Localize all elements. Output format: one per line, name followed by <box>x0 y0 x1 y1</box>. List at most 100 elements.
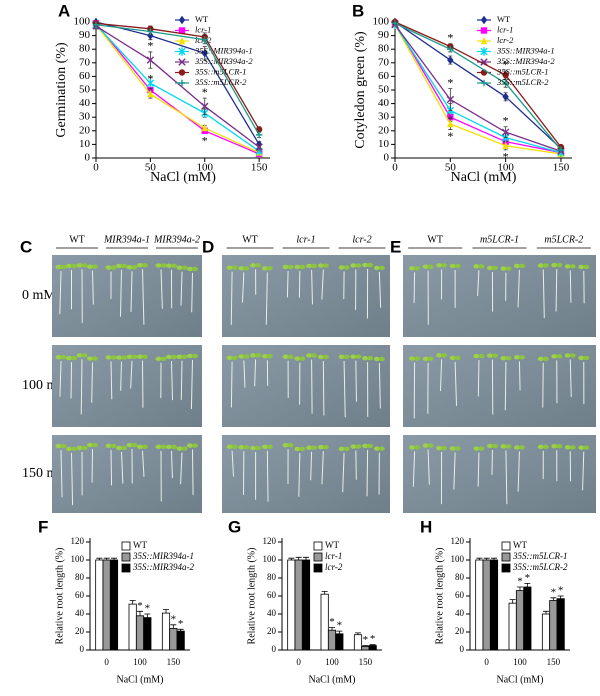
y-tick-label: 60 <box>79 70 91 82</box>
seedling-leaf <box>131 265 138 270</box>
photo <box>403 435 596 513</box>
y-tick-label: 70 <box>378 56 390 68</box>
y-tick-label: 10 <box>378 138 390 150</box>
column-label: WT <box>427 234 443 245</box>
seedling-leaf <box>266 266 273 271</box>
seedling-leaf <box>116 263 122 269</box>
error-bar <box>103 557 110 560</box>
y-tick-label: 70 <box>79 56 91 68</box>
x-tick-label: 0 <box>104 657 109 667</box>
error-bar <box>303 556 309 560</box>
seedling-leaf <box>171 263 177 268</box>
seedling-root <box>230 271 233 325</box>
error-bar <box>476 557 483 560</box>
error-bar <box>288 557 295 560</box>
seedling-leaf <box>414 266 421 271</box>
seedling-leaf <box>71 446 77 452</box>
seedling-leaf <box>542 356 549 362</box>
point <box>255 143 263 151</box>
seedling-root <box>286 270 289 298</box>
seedling-leaf <box>166 354 172 360</box>
seedling-leaf <box>299 356 306 361</box>
y-tick-label: 100 <box>451 554 465 564</box>
seedling-leaf <box>491 265 498 271</box>
seedling-root <box>59 361 62 397</box>
error-bar <box>543 610 549 614</box>
seedling-leaf <box>373 265 380 271</box>
series-line <box>95 22 260 130</box>
y-tick-label: 20 <box>79 124 91 136</box>
seedling-leaf <box>255 353 262 358</box>
seedling-leaf <box>513 445 520 450</box>
seedling-root <box>412 451 416 487</box>
seedling-leaf <box>441 263 448 268</box>
photo <box>403 255 596 337</box>
photo <box>403 345 596 427</box>
legend-swatch <box>501 563 511 573</box>
seedling-leaf <box>137 354 143 359</box>
x-tick-label: 100 <box>497 162 514 174</box>
x-tick-label: 50 <box>145 162 157 174</box>
legend-label: 35S::MIR394a-1 <box>132 551 194 561</box>
bar <box>361 646 370 651</box>
seedling-leaf <box>55 354 62 360</box>
seedling-leaf <box>255 263 262 268</box>
seedling-root <box>160 269 163 309</box>
seedling-leaf <box>500 444 507 449</box>
seedling-leaf <box>66 446 72 452</box>
bar <box>556 598 565 651</box>
seedling-leaf <box>121 355 127 360</box>
seedling-leaf <box>181 446 188 451</box>
seedling-leaf <box>542 263 549 268</box>
y-tick-label: 0 <box>80 644 85 654</box>
y-axis-label: Cotyledon green (%) <box>353 31 368 149</box>
seedling-root <box>243 360 246 388</box>
panel-label: D <box>202 237 214 256</box>
column-label: lcr-1 <box>296 234 315 245</box>
seedling-root <box>427 449 430 485</box>
column-label: MIR394a-1 <box>103 234 150 245</box>
seedling-leaf <box>294 356 301 361</box>
seedling-leaf <box>294 264 301 270</box>
y-tick-label: 30 <box>378 111 390 123</box>
panel-label: G <box>228 517 241 536</box>
seedling-leaf <box>238 266 245 271</box>
seedling-leaf <box>176 354 183 360</box>
significance: * <box>171 613 177 625</box>
seedling-leaf <box>556 262 563 268</box>
y-tick-label: 60 <box>378 70 390 82</box>
seedling-leaf <box>142 354 148 359</box>
significance: * <box>447 129 453 143</box>
seedling-leaf <box>367 443 374 449</box>
seedling-leaf <box>181 354 188 360</box>
seedling-root <box>142 269 145 325</box>
bar <box>95 559 104 651</box>
y-tick-label: 50 <box>79 84 91 96</box>
seedling-leaf <box>422 264 429 269</box>
bar <box>287 559 296 651</box>
y-axis-label: Germination (%) <box>54 42 69 138</box>
seedling-leaf <box>583 355 590 361</box>
column-label: WT <box>69 234 85 245</box>
legend-label: WT <box>513 540 527 550</box>
bar <box>128 603 137 651</box>
bar <box>169 628 178 651</box>
legend-swatch <box>121 541 131 551</box>
seedling-leaf <box>578 445 585 450</box>
x-tick-label: 0 <box>484 657 489 667</box>
significance: * <box>558 585 564 597</box>
seedling-leaf <box>338 354 345 360</box>
seedling-leaf <box>322 354 329 360</box>
legend-label: lcr-1 <box>195 24 211 34</box>
seedling-leaf <box>81 263 88 268</box>
significance: * <box>503 58 509 72</box>
panel-label: H <box>420 517 432 536</box>
bar <box>482 559 491 651</box>
seedling-root <box>321 451 324 485</box>
significance: * <box>329 616 335 628</box>
legend-label: WT <box>195 14 209 24</box>
x-tick-label: 150 <box>251 162 268 174</box>
bar <box>368 645 377 651</box>
point <box>502 80 509 87</box>
bar <box>301 559 311 651</box>
